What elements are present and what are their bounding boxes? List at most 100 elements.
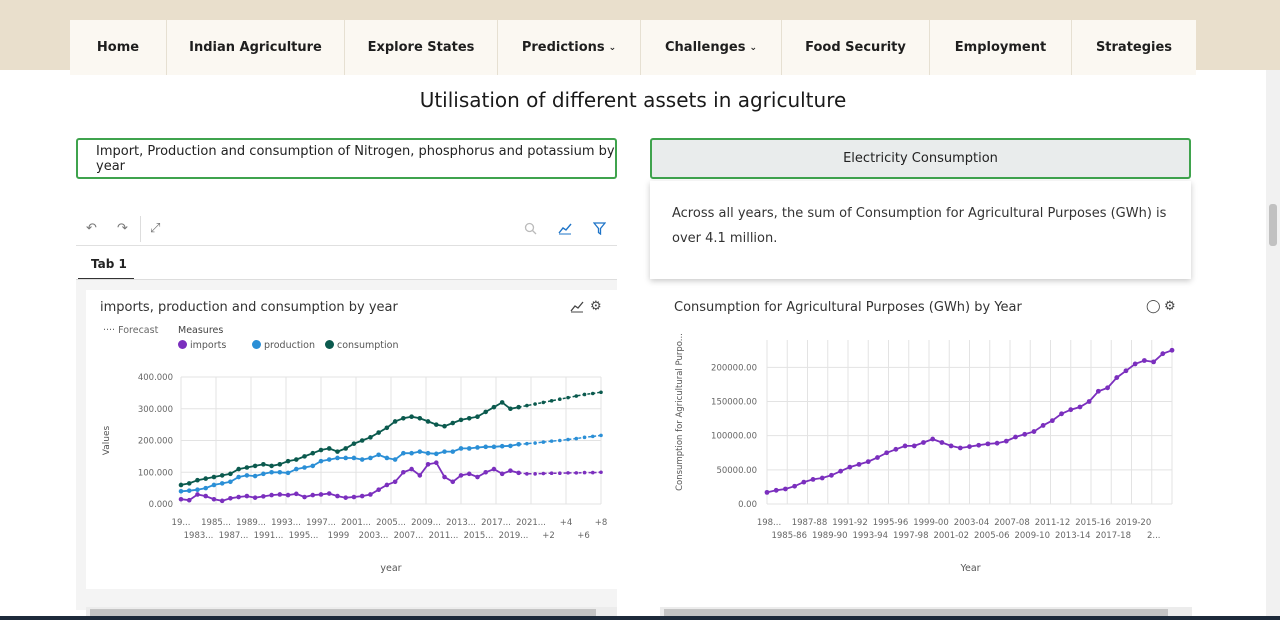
x-tick-label: 2015... <box>464 531 494 541</box>
data-point-consumption <box>195 477 200 483</box>
x-tick-label: 2007-08 <box>994 518 1030 528</box>
data-point-consumption <box>285 458 291 464</box>
data-point-electricity <box>819 475 825 481</box>
data-point-consumption <box>525 403 529 408</box>
nav-item-predictions[interactable]: Predictions ⌄ <box>498 20 641 75</box>
legend-imports[interactable]: imports <box>178 340 226 351</box>
toolbar-divider <box>140 216 141 242</box>
forecast-legend: ···· Forecast <box>103 325 159 336</box>
tab-electricity[interactable]: Electricity Consumption <box>650 138 1191 179</box>
nav-item-explore-states[interactable]: Explore States <box>345 20 498 75</box>
data-point-imports <box>195 492 200 497</box>
data-point-consumption <box>433 422 439 427</box>
zoom-icon[interactable] <box>524 222 537 235</box>
expand-icon[interactable]: ⤢ <box>150 221 161 236</box>
legend-label: consumption <box>337 340 399 351</box>
line-chart-icon[interactable] <box>570 301 584 313</box>
data-point-electricity <box>1169 347 1175 353</box>
settings-icon[interactable]: ⚙ <box>590 299 602 314</box>
nav-item-food-security[interactable]: Food Security <box>782 20 930 75</box>
data-point-imports <box>533 472 537 476</box>
nav-item-challenges[interactable]: Challenges ⌄ <box>641 20 782 75</box>
data-point-consumption <box>351 441 357 446</box>
summary-text: Across all years, the sum of Consumption… <box>672 206 1167 246</box>
data-point-imports <box>590 470 595 475</box>
x-tick-label: 1995... <box>289 531 319 541</box>
data-point-production <box>326 457 332 462</box>
nav-label: Challenges <box>665 40 746 55</box>
data-point-imports <box>558 471 562 476</box>
data-point-electricity <box>1160 351 1166 357</box>
data-point-consumption <box>475 414 480 419</box>
nav-item-strategies[interactable]: Strategies <box>1072 20 1196 75</box>
data-point-electricity <box>939 440 945 445</box>
data-point-consumption <box>409 414 414 419</box>
data-point-electricity <box>1114 375 1120 380</box>
data-point-electricity <box>1095 388 1101 394</box>
data-point-consumption <box>376 430 381 435</box>
data-point-production <box>277 469 283 475</box>
data-point-consumption <box>186 481 192 486</box>
data-point-production <box>335 455 340 461</box>
legend-consumption[interactable]: consumption <box>325 340 399 351</box>
x-tick-label: 2019-20 <box>1116 518 1152 528</box>
data-point-electricity <box>1123 368 1129 374</box>
data-point-imports <box>409 466 414 472</box>
filter-icon[interactable] <box>593 222 606 235</box>
data-point-production <box>541 440 546 444</box>
nav-item-indian-agriculture[interactable]: Indian Agriculture <box>167 20 345 75</box>
data-point-production <box>359 457 365 462</box>
data-point-imports <box>285 492 291 498</box>
legend-label: imports <box>190 340 227 351</box>
data-point-imports <box>466 471 472 477</box>
scroll-thumb[interactable] <box>1269 204 1277 246</box>
data-point-consumption <box>269 463 274 469</box>
data-point-consumption <box>541 400 546 405</box>
data-point-consumption <box>244 465 250 470</box>
tab-npk[interactable]: Import, Production and consumption of Ni… <box>76 138 617 179</box>
data-point-consumption <box>466 415 472 421</box>
page-scrollbar[interactable] <box>1266 70 1280 620</box>
data-point-production <box>491 444 497 450</box>
page-title: Utilisation of different assets in agric… <box>419 88 847 112</box>
scroll-thumb[interactable] <box>90 609 596 618</box>
data-point-production <box>475 445 480 450</box>
data-point-production <box>186 488 192 493</box>
data-point-production <box>401 450 406 456</box>
undo-icon[interactable]: ↶ <box>86 221 97 236</box>
data-point-imports <box>261 494 266 499</box>
y-tick-label: 100000.00 <box>711 432 757 442</box>
data-point-consumption <box>252 463 258 469</box>
scroll-thumb[interactable] <box>664 609 1168 618</box>
data-point-consumption <box>228 471 233 477</box>
nav-item-employment[interactable]: Employment <box>930 20 1072 75</box>
lightbulb-icon[interactable]: ◯ <box>1146 299 1161 314</box>
data-point-consumption <box>590 391 595 396</box>
data-point-electricity <box>985 441 991 447</box>
x-tick-label: 2009... <box>411 518 441 528</box>
data-point-imports <box>483 469 489 475</box>
data-point-electricity <box>838 468 844 474</box>
data-point-production <box>525 441 529 446</box>
npk-chart-card: imports, production and consumption by y… <box>86 290 617 589</box>
main-nav: Home Indian Agriculture Explore States P… <box>70 20 1196 75</box>
data-point-production <box>195 487 200 493</box>
data-point-production <box>351 455 357 461</box>
nav-item-home[interactable]: Home <box>70 20 167 75</box>
data-point-production <box>466 446 472 451</box>
x-tick-label: 2... <box>1147 531 1161 541</box>
legend-production[interactable]: production <box>252 340 315 351</box>
data-point-imports <box>425 462 431 467</box>
data-point-electricity <box>976 442 982 448</box>
data-point-electricity <box>1086 399 1092 404</box>
line-chart-icon[interactable] <box>558 222 572 235</box>
x-tick-label: 2007... <box>394 531 424 541</box>
settings-icon[interactable]: ⚙ <box>1164 299 1176 314</box>
data-point-imports <box>401 469 406 475</box>
data-point-electricity <box>856 461 862 467</box>
x-tick-label: 1989-90 <box>812 531 848 541</box>
data-point-imports <box>310 492 316 498</box>
redo-icon[interactable]: ↷ <box>117 221 128 236</box>
tab-1[interactable]: Tab 1 <box>78 252 134 280</box>
data-point-electricity <box>884 450 890 456</box>
